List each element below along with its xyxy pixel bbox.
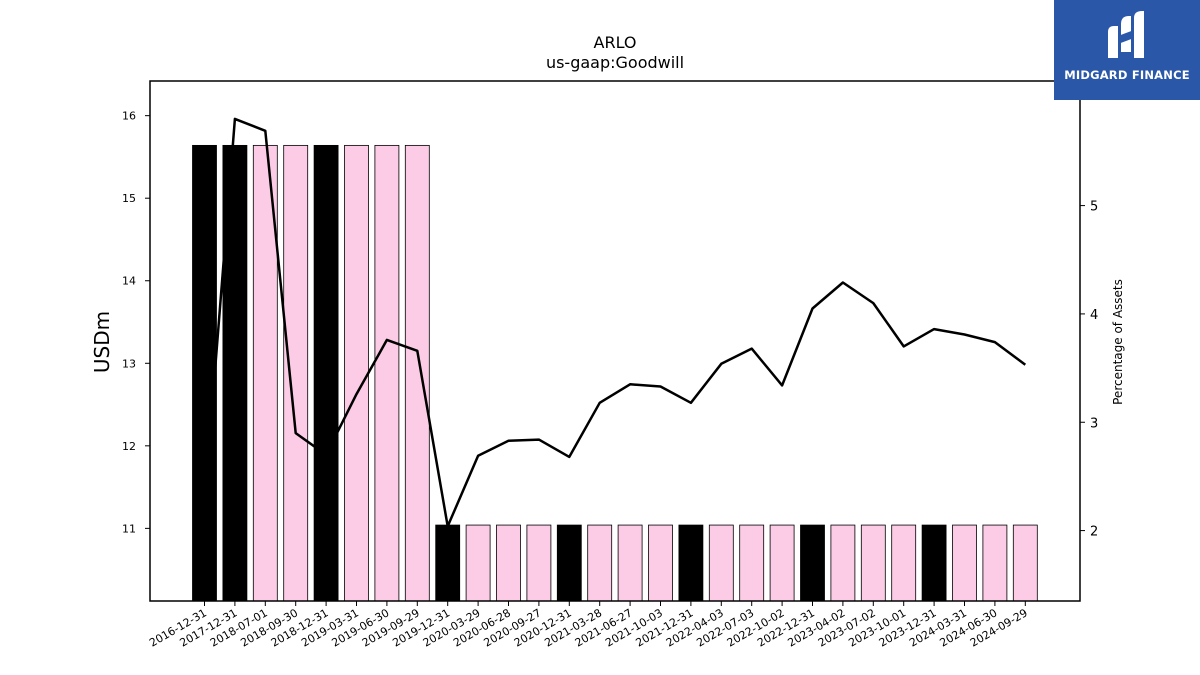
- bar-2024-06-30: [982, 524, 1008, 602]
- bar-2019-03-31: [344, 144, 369, 602]
- bar-2019-09-29: [404, 144, 430, 602]
- y-right-tick-label: 3: [1090, 416, 1098, 431]
- y-axis-label-right: Percentage of Assets: [1111, 279, 1125, 405]
- bar-2018-09-30: [283, 144, 309, 602]
- y-tick-label: 12: [122, 440, 136, 453]
- y-axis-label: USDm: [90, 311, 114, 373]
- logo: MIDGARD FINANCE: [1054, 0, 1200, 100]
- bar-2020-06-28: [496, 524, 521, 602]
- bar-2023-04-02: [830, 524, 856, 602]
- line-series: [203, 117, 1027, 528]
- y-tick-label: 13: [122, 357, 136, 370]
- logo-text: MIDGARD FINANCE: [1064, 68, 1190, 82]
- chart-subtitle: us-gaap:Goodwill: [546, 53, 684, 72]
- y-right-tick-label: 5: [1090, 200, 1098, 215]
- bar-2024-03-31: [952, 524, 977, 602]
- bar-2021-06-27: [617, 524, 643, 602]
- bar-2019-06-30: [374, 144, 400, 602]
- y-right-tick-label: 4: [1090, 308, 1098, 323]
- y-right-tick-label: 2: [1090, 525, 1098, 540]
- y-tick-label: 11: [122, 522, 136, 535]
- bar-2020-09-27: [526, 524, 552, 602]
- plot-frame: [149, 80, 1081, 602]
- bar-2021-10-03: [648, 524, 673, 602]
- bar-2022-04-03: [708, 524, 734, 602]
- logo-mark-icon: [1108, 11, 1144, 58]
- bar-2018-12-31: [313, 144, 339, 602]
- bar-2022-12-31: [800, 524, 825, 602]
- bar-2024-09-29: [1012, 524, 1038, 602]
- bar-2019-12-31: [435, 524, 461, 602]
- bar-2021-12-31: [678, 524, 704, 602]
- bar-2023-07-02: [860, 524, 886, 602]
- chart-title: ARLO: [594, 33, 637, 52]
- bar-2020-12-31: [556, 524, 582, 602]
- bar-2022-07-03: [739, 524, 765, 602]
- bar-2022-10-02: [769, 524, 795, 602]
- bar-2021-03-28: [587, 524, 613, 602]
- bar-2020-03-29: [465, 524, 491, 602]
- bar-2016-12-31: [192, 144, 217, 602]
- bar-2023-10-01: [891, 524, 917, 602]
- bar-2023-12-31: [921, 524, 947, 602]
- percentage-line: [203, 117, 1027, 528]
- y-tick-label: 14: [122, 275, 136, 288]
- y-tick-label: 15: [122, 192, 136, 205]
- bar-series: [192, 144, 1038, 602]
- y-tick-label: 16: [122, 110, 136, 123]
